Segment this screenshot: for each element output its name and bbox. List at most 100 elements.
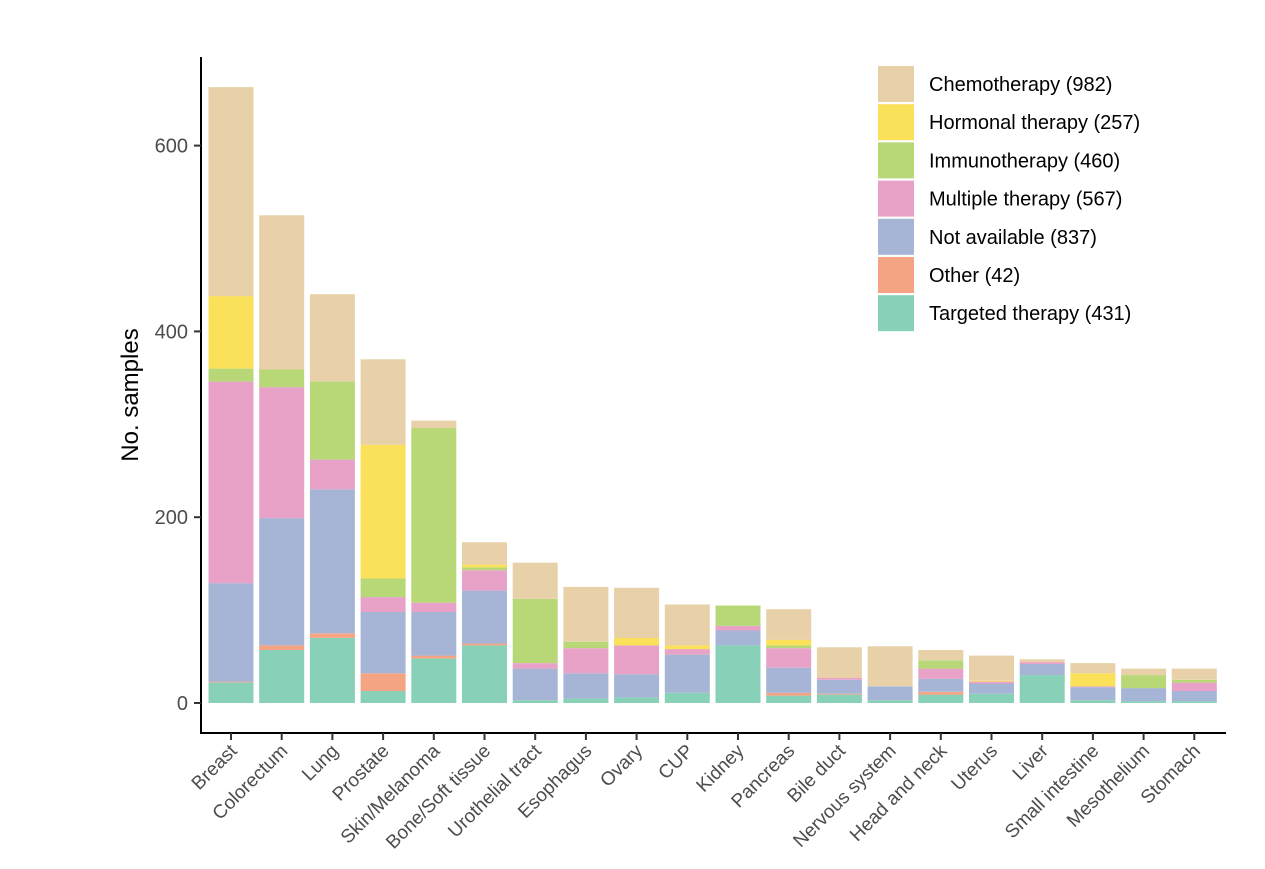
legend-swatch-hormonal-therapy: [878, 104, 914, 141]
legend-label-immunotherapy: Immunotherapy (460): [929, 150, 1120, 172]
bar-segment-kidney-targeted-therapy: [715, 645, 761, 703]
bar-segment-lung-not-available: [309, 489, 355, 634]
bar-segment-bone-soft-tissue-other: [462, 643, 507, 646]
bar-segment-lung-multiple-therapy: [309, 459, 355, 490]
bar-segment-pancreas-chemotherapy: [766, 609, 812, 640]
bar-segment-pancreas-other: [766, 692, 812, 696]
bar-segment-cup-targeted-therapy: [664, 692, 710, 703]
bar-segment-colorectum-not-available: [259, 518, 305, 646]
bar-segment-lung-other: [309, 633, 355, 638]
bar-segment-breast-immunotherapy: [208, 368, 254, 382]
bar-segment-breast-other: [208, 681, 254, 683]
bar-segment-uterus-hormonal-therapy: [969, 680, 1014, 682]
bar-segment-mesothelium-targeted-therapy: [1121, 701, 1167, 703]
bar-segment-kidney-not-available: [715, 630, 761, 646]
bar-segment-prostate-chemotherapy: [360, 359, 406, 445]
bar-segment-colorectum-chemotherapy: [259, 215, 305, 370]
bar-segment-bile-duct-not-available: [816, 679, 862, 694]
bar-segment-lung-chemotherapy: [309, 294, 355, 382]
bar-segment-liver-chemotherapy: [1019, 659, 1065, 663]
y-tick-label: 400: [155, 321, 188, 343]
y-axis-title: No. samples: [117, 328, 144, 461]
legend-label-other: Other (42): [929, 265, 1020, 287]
bar-segment-skin-melanoma-not-available: [411, 612, 457, 656]
bar-segment-pancreas-hormonal-therapy: [766, 639, 812, 646]
bar-segment-head-and-neck-multiple-therapy: [918, 668, 964, 679]
bar-segment-uterus-targeted-therapy: [969, 693, 1014, 703]
bar-segment-esophagus-chemotherapy: [563, 586, 609, 642]
bar-segment-breast-multiple-therapy: [208, 381, 254, 584]
bar-segment-pancreas-not-available: [766, 667, 812, 693]
legend-label-multiple-therapy: Multiple therapy (567): [929, 189, 1122, 211]
bars-layer: [208, 87, 1217, 703]
bar-segment-head-and-neck-immunotherapy: [918, 660, 964, 669]
bar-segment-stomach-not-available: [1171, 690, 1217, 702]
bar-segment-kidney-multiple-therapy: [715, 625, 761, 631]
bar-segment-breast-targeted-therapy: [208, 682, 254, 703]
bar-segment-head-and-neck-targeted-therapy: [918, 694, 964, 703]
bar-segment-kidney-immunotherapy: [715, 605, 761, 626]
bar-segment-pancreas-multiple-therapy: [766, 648, 812, 668]
bar-segment-head-and-neck-chemotherapy: [918, 650, 964, 661]
bar-segment-skin-melanoma-other: [411, 655, 457, 659]
bar-segment-small-intestine-chemotherapy: [1070, 663, 1116, 674]
bar-segment-bile-duct-chemotherapy: [816, 647, 862, 678]
bar-segment-liver-not-available: [1019, 664, 1065, 676]
bar-segment-breast-chemotherapy: [208, 87, 254, 297]
bar-segment-bile-duct-other: [816, 693, 862, 695]
bar-segment-cup-chemotherapy: [664, 604, 710, 646]
bar-segment-stomach-multiple-therapy: [1171, 682, 1217, 691]
legend-swatch-immunotherapy: [878, 142, 914, 179]
bar-segment-urothelial-tract-immunotherapy: [512, 599, 558, 664]
bar-segment-urothelial-tract-targeted-therapy: [512, 700, 558, 703]
bar-segment-ovary-not-available: [614, 674, 660, 698]
bar-segment-cup-hormonal-therapy: [664, 645, 710, 650]
bar-segment-esophagus-immunotherapy: [563, 641, 609, 649]
bar-segment-cup-not-available: [664, 654, 710, 693]
bar-segment-uterus-multiple-therapy: [969, 681, 1014, 684]
bar-segment-bone-soft-tissue-multiple-therapy: [462, 570, 507, 591]
bar-segment-ovary-chemotherapy: [614, 587, 660, 638]
legend-swatch-other: [878, 257, 914, 293]
bar-segment-mesothelium-not-available: [1121, 688, 1167, 702]
bar-segment-prostate-targeted-therapy: [360, 690, 406, 703]
bar-segment-pancreas-targeted-therapy: [766, 695, 812, 703]
bar-segment-skin-melanoma-immunotherapy: [411, 428, 457, 603]
bar-segment-liver-multiple-therapy: [1019, 662, 1065, 664]
bar-segment-colorectum-immunotherapy: [259, 369, 305, 388]
bar-segment-urothelial-tract-not-available: [512, 668, 558, 701]
legend-label-hormonal-therapy: Hormonal therapy (257): [929, 112, 1140, 134]
bar-segment-breast-hormonal-therapy: [208, 296, 254, 369]
bar-segment-head-and-neck-other: [918, 691, 964, 695]
bar-segment-cup-multiple-therapy: [664, 649, 710, 655]
bar-segment-ovary-hormonal-therapy: [614, 638, 660, 646]
bar-segment-uterus-not-available: [969, 683, 1014, 694]
bar-segment-skin-melanoma-multiple-therapy: [411, 602, 457, 612]
legend-label-chemotherapy: Chemotherapy (982): [929, 74, 1112, 96]
bar-segment-colorectum-other: [259, 645, 305, 650]
bar-segment-bile-duct-targeted-therapy: [816, 694, 862, 703]
bar-segment-head-and-neck-not-available: [918, 678, 964, 692]
bar-segment-pancreas-immunotherapy: [766, 645, 812, 649]
bar-segment-prostate-immunotherapy: [360, 578, 406, 598]
bar-segment-bile-duct-multiple-therapy: [816, 677, 862, 680]
bar-segment-mesothelium-immunotherapy: [1121, 675, 1167, 689]
bar-segment-prostate-not-available: [360, 612, 406, 674]
bar-segment-ovary-targeted-therapy: [614, 697, 660, 703]
bar-segment-lung-immunotherapy: [309, 381, 355, 460]
bar-segment-small-intestine-targeted-therapy: [1070, 700, 1116, 703]
bar-segment-ovary-multiple-therapy: [614, 645, 660, 675]
y-ticks: 0 200 400 600: [155, 136, 201, 715]
legend-label-targeted-therapy: Targeted therapy (431): [929, 303, 1131, 325]
legend-swatch-chemotherapy: [878, 66, 914, 102]
bar-segment-prostate-other: [360, 673, 406, 691]
bar-segment-bone-soft-tissue-hormonal-therapy: [462, 564, 507, 568]
bar-segment-urothelial-tract-chemotherapy: [512, 562, 558, 599]
bar-segment-breast-not-available: [208, 583, 254, 682]
bar-segment-esophagus-targeted-therapy: [563, 698, 609, 703]
legend: Chemotherapy (982) Hormonal therapy (257)…: [878, 66, 1140, 332]
bar-segment-esophagus-not-available: [563, 673, 609, 699]
x-tick-label-uterus: Uterus: [948, 741, 1002, 795]
